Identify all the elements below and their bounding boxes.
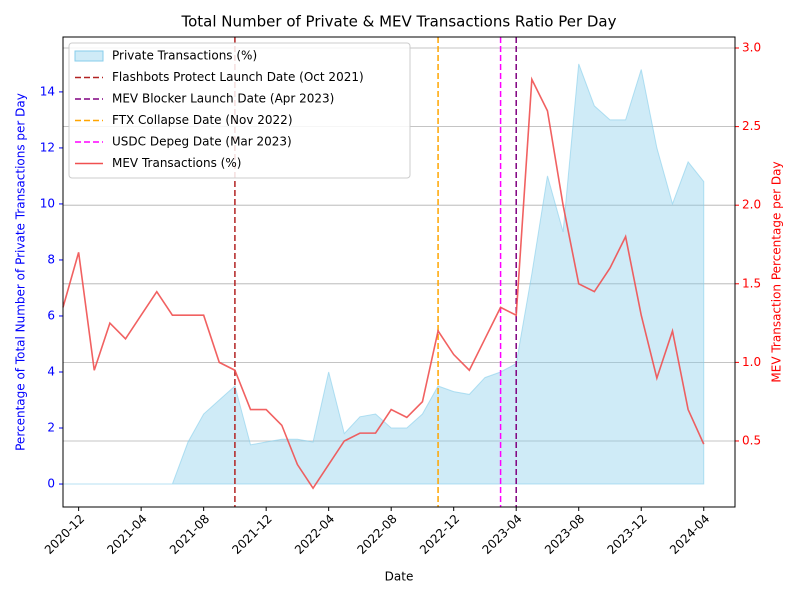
x-tick-label: 2021-12 <box>229 512 274 557</box>
legend-label: FTX Collapse Date (Nov 2022) <box>112 113 293 127</box>
y-axis-label: Percentage of Total Number of Private Tr… <box>14 93 28 451</box>
legend: Private Transactions (%) Flashbots Protec… <box>68 42 411 179</box>
x-tick-label: 2022-12 <box>417 512 462 557</box>
legend-label: MEV Transactions (%) <box>112 156 241 170</box>
y-tick-label: 10 <box>40 196 55 210</box>
x-tick-label: 2020-12 <box>42 512 87 557</box>
y-tick-label: 6 <box>47 308 55 322</box>
private-area <box>63 63 705 485</box>
legend-label: Private Transactions (%) <box>112 49 257 63</box>
x-tick-label: 2021-04 <box>104 512 149 557</box>
y2-tick-label: 1.0 <box>742 355 761 369</box>
y2-axis-label: MEV Transaction Percentage per Day <box>770 161 784 382</box>
x-tick-label: 2021-08 <box>167 512 212 557</box>
legend-swatch <box>74 50 104 62</box>
y-tick-label: 12 <box>40 140 55 154</box>
y-tick-label: 4 <box>47 364 55 378</box>
y2-tick-label: 0.5 <box>742 433 761 447</box>
x-tick-label: 2023-12 <box>604 512 649 557</box>
x-tick-label: 2022-08 <box>354 512 399 557</box>
x-tick-label: 2024-04 <box>667 512 712 557</box>
y-tick-label: 8 <box>47 252 55 266</box>
x-tick-label: 2022-04 <box>292 512 337 557</box>
x-axis-label: Date <box>385 570 414 584</box>
mev-line <box>62 76 705 490</box>
y2-tick-label: 2.5 <box>742 119 761 133</box>
x-tick-label: 2023-08 <box>542 512 587 557</box>
legend-box <box>68 42 411 179</box>
legend-label: Flashbots Protect Launch Date (Oct 2021) <box>112 70 364 84</box>
y-tick-label: 2 <box>47 421 55 435</box>
y-tick-label: 0 <box>47 477 55 491</box>
legend-label: MEV Blocker Launch Date (Apr 2023) <box>112 92 334 106</box>
y2-tick-label: 3.0 <box>742 41 761 55</box>
y2-tick-label: 1.5 <box>742 276 761 290</box>
x-tick-label: 2023-04 <box>479 512 524 557</box>
y-tick-label: 14 <box>40 84 55 98</box>
plot-frame <box>62 36 736 508</box>
chart-title: Total Number of Private & MEV Transactio… <box>181 13 617 31</box>
y2-tick-label: 2.0 <box>742 198 761 212</box>
legend-label: USDC Depeg Date (Mar 2023) <box>112 135 292 149</box>
